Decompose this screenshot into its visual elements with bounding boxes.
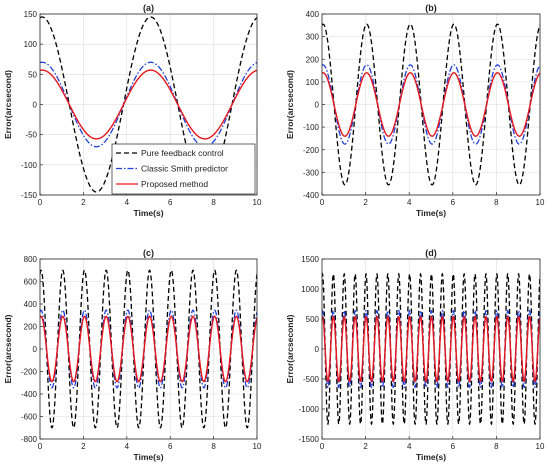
y-tick-label: -400 (303, 191, 320, 200)
x-tick-label: 6 (451, 442, 456, 451)
y-axis-label: Error(arcsecond) (285, 70, 295, 139)
series-line-proposed-method (322, 315, 540, 383)
x-tick-label: 8 (211, 198, 216, 207)
x-tick-label: 6 (168, 198, 173, 207)
x-tick-label: 8 (211, 442, 216, 451)
chart-title: (b) (425, 3, 437, 13)
y-tick-label: -400 (21, 390, 38, 399)
x-tick-label: 0 (320, 198, 325, 207)
x-tick-label: 0 (38, 198, 43, 207)
series-line-classic-smith-predictor (322, 309, 540, 389)
x-tick-label: 2 (81, 442, 86, 451)
chart-title: (c) (143, 248, 154, 258)
y-tick-label: 500 (306, 315, 320, 324)
x-tick-label: 4 (407, 198, 412, 207)
x-tick-label: 10 (253, 442, 262, 451)
x-tick-label: 0 (320, 442, 325, 451)
legend-label: Pure feedback control (141, 148, 224, 158)
x-axis-label: Time(s) (416, 208, 446, 218)
series-line-pure-feedback-control (322, 23, 540, 186)
panel-0: 0 2 4 6 8 10 -150 -100 -50 0 50 100 150 (a) Time(s) Err… (3, 3, 262, 218)
panel-1: 0 2 4 6 8 10 -400 -300 -200 -100 0 100 200 300 400 (b) T… (285, 3, 545, 218)
y-tick-label: 200 (306, 55, 320, 64)
x-tick-label: 10 (253, 198, 262, 207)
y-tick-label: 0 (315, 101, 320, 110)
x-tick-label: 0 (38, 442, 43, 451)
x-tick-label: 6 (451, 198, 456, 207)
y-tick-label: 100 (24, 40, 38, 49)
y-tick-label: -300 (303, 168, 320, 177)
x-tick-label: 2 (363, 442, 368, 451)
series-group (322, 272, 540, 426)
y-tick-label: 0 (33, 345, 38, 354)
y-axis-label: Error(arcsecond) (3, 314, 13, 383)
y-tick-label: -1000 (299, 405, 320, 414)
y-tick-label: 150 (24, 10, 38, 19)
legend: Pure feedback control Classic Smith predi… (111, 143, 256, 195)
series-line-proposed-method (40, 69, 257, 140)
series-group (40, 269, 257, 429)
y-tick-label: 0 (33, 101, 38, 110)
panel-3: 0 2 4 6 8 10 -1500 -1000 -500 0 500 1000 1500 (d) Time… (285, 248, 545, 462)
x-tick-label: 4 (125, 442, 130, 451)
panel-2: 0 2 4 6 8 10 -800 -600 -400 -200 0 200 400 600 800 (c) T… (3, 248, 262, 462)
y-tick-label: -150 (21, 191, 38, 200)
y-axis-label: Error(arcsecond) (3, 70, 13, 139)
x-tick-label: 6 (168, 442, 173, 451)
y-tick-label: 50 (28, 70, 37, 79)
y-tick-label: -600 (21, 413, 38, 422)
x-axis-label: Time(s) (133, 452, 163, 462)
y-tick-label: -200 (303, 146, 320, 155)
y-tick-label: 0 (315, 345, 320, 354)
y-tick-label: -100 (303, 123, 320, 132)
y-tick-label: -1500 (299, 435, 320, 444)
y-tick-label: 100 (306, 78, 320, 87)
y-tick-label: -100 (21, 161, 38, 170)
x-tick-label: 2 (81, 198, 86, 207)
series-line-classic-smith-predictor (40, 61, 257, 148)
x-tick-label: 10 (536, 198, 545, 207)
y-tick-label: 1000 (301, 285, 319, 294)
y-tick-label: -50 (25, 131, 37, 140)
x-tick-label: 8 (494, 198, 499, 207)
legend-label: Proposed method (141, 179, 208, 189)
x-axis-label: Time(s) (416, 452, 446, 462)
series-line-pure-feedback-control (40, 269, 257, 429)
y-tick-label: 400 (24, 300, 38, 309)
y-tick-label: 300 (306, 33, 320, 42)
x-axis-label: Time(s) (133, 208, 163, 218)
series-line-proposed-method (40, 315, 257, 383)
y-tick-label: 200 (24, 323, 38, 332)
series-group (322, 23, 540, 186)
x-tick-label: 2 (363, 198, 368, 207)
legend-label: Classic Smith predictor (141, 164, 228, 174)
chart-title: (d) (425, 248, 437, 258)
x-tick-label: 4 (125, 198, 130, 207)
y-tick-label: 600 (24, 278, 38, 287)
x-tick-label: 8 (494, 442, 499, 451)
x-tick-label: 10 (536, 442, 545, 451)
x-tick-label: 4 (407, 442, 412, 451)
y-tick-label: 400 (306, 10, 320, 19)
chart-title: (a) (143, 3, 154, 13)
y-tick-label: -800 (21, 435, 38, 444)
y-tick-label: 800 (24, 255, 38, 264)
series-line-pure-feedback-control (322, 272, 540, 426)
y-tick-label: -500 (303, 375, 320, 384)
y-axis-label: Error(arcsecond) (285, 314, 295, 383)
y-tick-label: -200 (21, 368, 38, 377)
series-line-proposed-method (322, 72, 540, 137)
y-tick-label: 1500 (301, 255, 319, 264)
